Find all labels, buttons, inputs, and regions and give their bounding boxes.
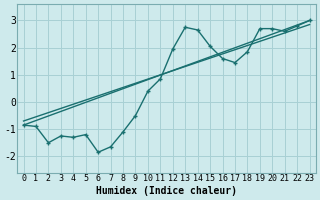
X-axis label: Humidex (Indice chaleur): Humidex (Indice chaleur) bbox=[96, 186, 237, 196]
